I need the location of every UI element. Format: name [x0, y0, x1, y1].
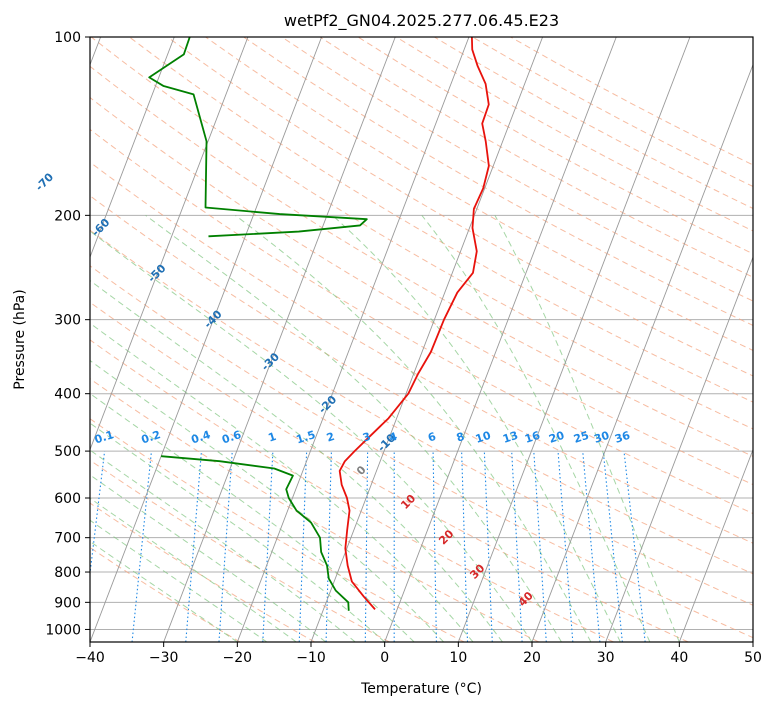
y-tick-label: 700: [54, 531, 81, 547]
theta-e-label: 20: [436, 527, 456, 547]
theta-e-label: 40: [516, 589, 536, 609]
mixing-ratio-line: [583, 451, 600, 642]
isotherm-label: -70: [33, 170, 56, 193]
moist-adiabat-line: [0, 215, 237, 642]
dry-adiabat-line: [0, 37, 763, 642]
isotherm-label: -50: [145, 262, 168, 285]
dry-adiabat-line: [0, 37, 688, 642]
profile-lines: [149, 37, 489, 611]
mixing-ratio-label: 2: [325, 430, 336, 445]
mixing-ratio-label: 13: [501, 429, 520, 446]
mixing-ratio-label: 0.1: [93, 428, 116, 446]
mixing-ratio-line: [299, 451, 306, 642]
dry-adiabat-line: [0, 37, 464, 642]
mixing-ratio-label: 1: [267, 430, 278, 445]
isotherm-line: [753, 37, 775, 642]
isotherm-line: [385, 37, 617, 642]
dry-adiabat-line: [0, 37, 614, 642]
dry-adiabat-line: [167, 37, 775, 642]
theta-e-label: 10: [398, 492, 418, 512]
y-axis-label: Pressure (hPa): [12, 289, 28, 389]
y-tick-label: 800: [54, 565, 81, 581]
dry-adiabat-line: [434, 37, 775, 642]
mixing-ratio-label: 20: [547, 429, 566, 446]
x-tick-label: −10: [296, 650, 326, 666]
moist-adiabat-line: [0, 215, 267, 642]
y-tick-label: 900: [54, 595, 81, 611]
profile-series-line-2: [161, 456, 349, 611]
x-axis: −40 −30 −20 −10 0 10 20 30 40 50: [75, 642, 762, 666]
profile-series-line-3: [149, 37, 367, 236]
dry-adiabat-line: [0, 37, 539, 642]
isotherm-line: [679, 37, 775, 642]
dry-adiabat-line: [511, 37, 775, 642]
dry-adiabat-line: [396, 37, 775, 642]
dry-adiabat-line: [206, 37, 775, 642]
plot-frame: [90, 37, 753, 642]
mixing-ratio-label: 25: [572, 429, 591, 446]
mixing-ratio-line: [326, 451, 331, 642]
x-tick-label: 10: [449, 650, 467, 666]
mixing-ratio-line: [132, 451, 151, 642]
mixing-ratio-line: [433, 451, 436, 642]
isotherm-label: -60: [89, 216, 112, 239]
theta-e-label: 0: [354, 463, 369, 478]
dry-adiabat-line: [472, 37, 775, 642]
y-tick-label: 100: [54, 30, 81, 46]
x-tick-label: −40: [75, 650, 105, 666]
mixing-ratio-label: 6: [426, 430, 438, 445]
dry-adiabat-line: [15, 37, 775, 642]
mixing-ratio-line: [365, 451, 367, 642]
x-tick-label: −30: [149, 650, 179, 666]
x-tick-label: 40: [670, 650, 688, 666]
isotherm-label: -20: [316, 393, 339, 416]
dry-adiabat-line: [0, 37, 315, 642]
mixing-ratio-line: [534, 451, 547, 642]
mixing-ratio-line: [558, 451, 573, 642]
x-tick-label: −20: [223, 650, 253, 666]
isotherm-line: [606, 37, 775, 642]
chart-title: wetPf2_GN04.2025.277.06.45.E23: [284, 11, 559, 31]
y-tick-label: 600: [54, 491, 81, 507]
mixing-ratio-label: 0.4: [190, 428, 213, 446]
dry-adiabat-line: [0, 37, 389, 642]
isotherm-line: [90, 37, 322, 642]
mixing-ratio-line: [484, 451, 492, 642]
x-tick-label: 30: [597, 650, 615, 666]
dry-adiabat-line: [0, 37, 240, 642]
mixing-ratio-line: [462, 451, 468, 642]
isotherm-label: -30: [259, 350, 282, 373]
moist-adiabat-line: [495, 215, 679, 642]
mixing-ratio-label: 10: [474, 429, 493, 446]
x-tick-label: 0: [380, 650, 389, 666]
y-tick-label: 500: [54, 444, 81, 460]
mixing-ratio-label: 36: [613, 429, 632, 446]
x-tick-label: 50: [744, 650, 762, 666]
isotherm-line: [532, 37, 764, 642]
x-tick-label: 20: [523, 650, 541, 666]
y-tick-label: 400: [54, 387, 81, 403]
mixing-ratio-lines: [82, 451, 645, 642]
isotherm-line: [458, 37, 690, 642]
dry-adiabat-line: [53, 37, 775, 642]
isotherm-line: [16, 37, 248, 642]
y-tick-label: 1000: [45, 622, 81, 638]
x-axis-label: Temperature (°C): [360, 681, 482, 697]
y-tick-label: 200: [54, 208, 81, 224]
y-axis: 100 200 300 400 500 600 700 800 900 1000: [45, 30, 90, 638]
isotherm-line: [164, 37, 396, 642]
y-tick-label: 300: [54, 313, 81, 329]
